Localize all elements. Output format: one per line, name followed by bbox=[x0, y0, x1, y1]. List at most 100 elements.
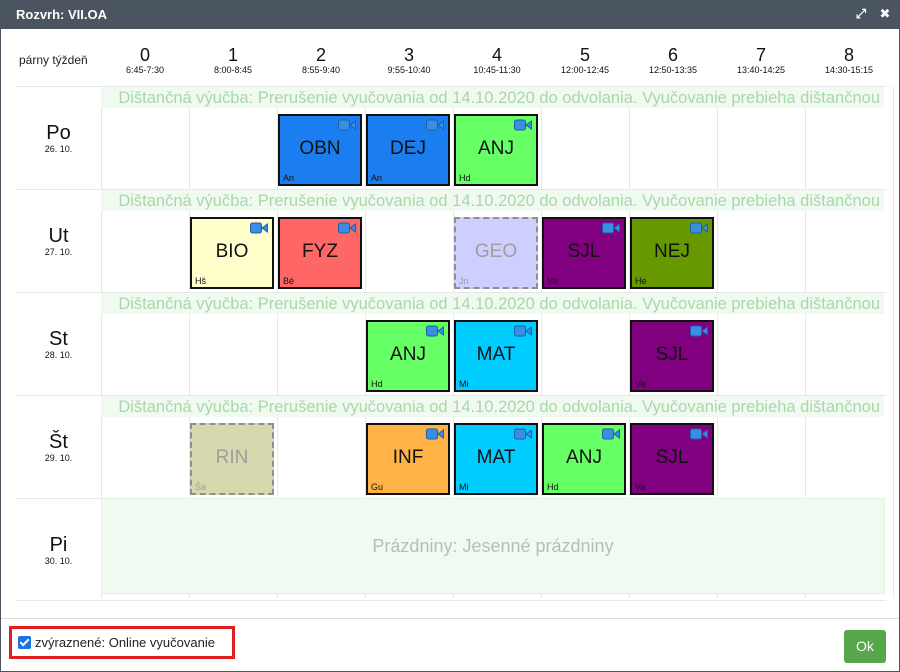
lesson-teacher: Va bbox=[635, 379, 646, 389]
period-time: 12:00-12:45 bbox=[560, 65, 610, 75]
period-time: 8:55-9:40 bbox=[301, 65, 341, 75]
video-camera-icon bbox=[426, 118, 444, 131]
period-time: 14:30-15:15 bbox=[824, 65, 874, 75]
video-camera-icon bbox=[602, 221, 620, 234]
period-number: 1 bbox=[227, 45, 238, 65]
day-name: St bbox=[49, 328, 68, 350]
video-camera-icon bbox=[338, 221, 356, 234]
video-camera-icon bbox=[690, 324, 708, 337]
grid-column-line bbox=[893, 86, 894, 598]
holiday-text: Prázdniny: Jesenné prázdniny bbox=[372, 536, 614, 556]
lesson-subject: RIN bbox=[215, 447, 249, 468]
video-camera-icon bbox=[690, 221, 708, 234]
day-date: 27. 10. bbox=[44, 247, 73, 257]
day-label-Po: Po 26. 10. bbox=[16, 122, 101, 155]
day-date: 28. 10. bbox=[44, 350, 73, 360]
lesson-teacher: Hš bbox=[195, 276, 206, 286]
lesson-subject: BIO bbox=[215, 241, 249, 262]
period-number: 6 bbox=[667, 45, 678, 65]
expand-icon[interactable]: ⤢ bbox=[855, 6, 867, 21]
period-number: 2 bbox=[315, 45, 326, 65]
period-number: 4 bbox=[491, 45, 502, 65]
week-type-label: párny týždeň bbox=[19, 53, 88, 67]
day-date: 30. 10. bbox=[44, 556, 73, 566]
video-camera-icon bbox=[514, 427, 532, 440]
online-highlight-checkbox[interactable] bbox=[18, 636, 31, 649]
lesson-cell[interactable]: OBN An bbox=[278, 114, 362, 186]
holiday-block: Prázdniny: Jesenné prázdniny bbox=[101, 498, 885, 594]
video-camera-icon bbox=[338, 118, 356, 131]
lesson-cell[interactable]: GEO Jn bbox=[454, 217, 538, 289]
close-icon[interactable]: ✖ bbox=[879, 6, 891, 21]
lesson-teacher: He bbox=[635, 276, 647, 286]
lesson-cell[interactable]: RIN Ša bbox=[190, 423, 274, 495]
distance-learning-note-text: Dištančná výučba: Prerušenie vyučovania … bbox=[118, 295, 880, 313]
lesson-cell[interactable]: MAT Mi bbox=[454, 320, 538, 392]
distance-learning-note-text: Dištančná výučba: Prerušenie vyučovania … bbox=[118, 192, 880, 210]
period-header-4: 4 10:45-11:30 bbox=[453, 45, 541, 76]
grid-row-line bbox=[16, 292, 886, 293]
day-name: Ut bbox=[48, 225, 69, 247]
lesson-subject: NEJ bbox=[654, 241, 690, 262]
day-date: 26. 10. bbox=[44, 144, 73, 154]
lesson-cell[interactable]: FYZ Bé bbox=[278, 217, 362, 289]
lesson-cell[interactable]: SJL Va bbox=[630, 423, 714, 495]
lesson-cell[interactable]: ANJ Hd bbox=[366, 320, 450, 392]
online-highlight-legend[interactable]: zvýraznené: Online vyučovanie bbox=[9, 626, 235, 659]
lesson-cell[interactable]: SJL Va bbox=[542, 217, 626, 289]
footer-divider bbox=[1, 618, 899, 619]
title-bar[interactable]: Rozvrh: VII.OA ⤢ ✖ bbox=[1, 1, 899, 29]
period-number: 5 bbox=[579, 45, 590, 65]
lesson-teacher: Mi bbox=[459, 482, 469, 492]
lesson-cell[interactable]: NEJ He bbox=[630, 217, 714, 289]
lesson-subject: GEO bbox=[474, 241, 518, 262]
lesson-cell[interactable]: MAT Mi bbox=[454, 423, 538, 495]
lesson-teacher: Ša bbox=[195, 482, 207, 492]
lesson-teacher: Va bbox=[635, 482, 646, 492]
lesson-subject: MAT bbox=[476, 344, 516, 365]
lesson-subject: FYZ bbox=[302, 241, 338, 262]
period-header-8: 8 14:30-15:15 bbox=[805, 45, 893, 76]
grid-column-line bbox=[365, 86, 366, 598]
dialog-title: Rozvrh: VII.OA bbox=[16, 7, 108, 22]
day-date: 29. 10. bbox=[44, 453, 73, 463]
video-camera-icon bbox=[514, 118, 532, 131]
lesson-teacher: An bbox=[283, 173, 295, 183]
video-camera-icon bbox=[514, 324, 532, 337]
video-camera-icon bbox=[602, 427, 620, 440]
video-camera-icon bbox=[426, 427, 444, 440]
lesson-teacher: Hd bbox=[547, 482, 559, 492]
lesson-subject: SJL bbox=[567, 241, 601, 262]
lesson-cell[interactable]: ANJ Hd bbox=[542, 423, 626, 495]
day-label-Št: Št 29. 10. bbox=[16, 431, 101, 464]
period-number: 0 bbox=[139, 45, 150, 65]
lesson-teacher: Hd bbox=[371, 379, 383, 389]
lesson-subject: INF bbox=[392, 447, 424, 468]
distance-learning-note: Dištančná výučba: Prerušenie vyučovania … bbox=[101, 87, 884, 108]
grid-row-line bbox=[16, 395, 886, 396]
day-name: Št bbox=[49, 431, 68, 453]
distance-learning-note: Dištančná výučba: Prerušenie vyučovania … bbox=[101, 396, 884, 417]
period-header-1: 1 8:00-8:45 bbox=[189, 45, 277, 76]
lesson-subject: MAT bbox=[476, 447, 516, 468]
video-camera-icon bbox=[426, 324, 444, 337]
period-header-2: 2 8:55-9:40 bbox=[277, 45, 365, 76]
ok-button[interactable]: Ok bbox=[844, 630, 886, 663]
grid-column-line bbox=[101, 86, 102, 598]
video-camera-icon bbox=[690, 427, 708, 440]
lesson-subject: ANJ bbox=[566, 447, 602, 468]
lesson-cell[interactable]: BIO Hš bbox=[190, 217, 274, 289]
period-time: 6:45-7:30 bbox=[125, 65, 165, 75]
lesson-cell[interactable]: DEJ An bbox=[366, 114, 450, 186]
period-time: 13:40-14:25 bbox=[736, 65, 786, 75]
day-label-St: St 28. 10. bbox=[16, 328, 101, 361]
lesson-teacher: Bé bbox=[283, 276, 295, 286]
lesson-cell[interactable]: ANJ Hd bbox=[454, 114, 538, 186]
period-time: 10:45-11:30 bbox=[473, 65, 521, 75]
day-label-Ut: Ut 27. 10. bbox=[16, 225, 101, 258]
lesson-cell[interactable]: INF Gu bbox=[366, 423, 450, 495]
period-number: 8 bbox=[843, 45, 854, 65]
lesson-cell[interactable]: SJL Va bbox=[630, 320, 714, 392]
distance-learning-note-text: Dištančná výučba: Prerušenie vyučovania … bbox=[118, 89, 880, 107]
lesson-teacher: Hd bbox=[459, 173, 471, 183]
